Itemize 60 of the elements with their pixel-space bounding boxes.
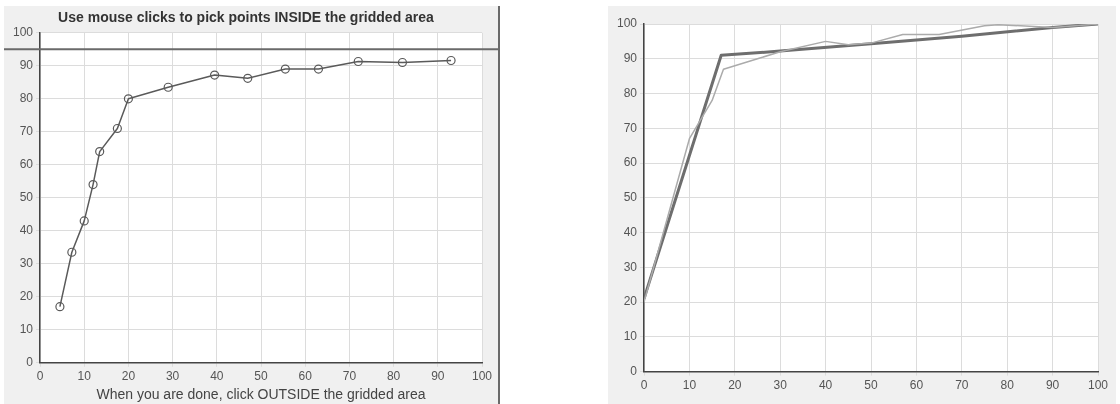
y-tick-label: 100 bbox=[12, 25, 34, 40]
y-tick-label: 50 bbox=[19, 190, 34, 205]
x-tick-label: 10 bbox=[77, 369, 92, 384]
point bbox=[243, 73, 253, 83]
point bbox=[95, 147, 105, 157]
y-tick-label: 100 bbox=[616, 16, 638, 31]
x-axis-title: When you are done, click OUTSIDE the gridded area bbox=[96, 386, 426, 403]
x-tick-label: 70 bbox=[342, 369, 357, 384]
point bbox=[55, 302, 65, 312]
chart-title: Use mouse clicks to pick points INSIDE the gridded area bbox=[58, 9, 435, 26]
point bbox=[397, 57, 408, 68]
x-tick-label: 30 bbox=[773, 378, 788, 393]
y-tick-label: 0 bbox=[26, 355, 34, 370]
y-tick-label: 30 bbox=[623, 259, 638, 274]
x-tick-label: 40 bbox=[210, 369, 224, 384]
y-tick-label: 50 bbox=[623, 190, 638, 205]
point bbox=[123, 94, 134, 104]
x-tick-label: 50 bbox=[254, 369, 268, 384]
point bbox=[280, 64, 290, 74]
x-tick-label: 0 bbox=[640, 378, 648, 393]
point bbox=[163, 82, 173, 92]
y-tick-label: 60 bbox=[623, 155, 638, 170]
y-tick-label: 60 bbox=[19, 157, 34, 172]
point bbox=[88, 180, 98, 190]
y-tick-label: 70 bbox=[19, 124, 34, 139]
y-tick-label: 20 bbox=[19, 289, 34, 304]
point bbox=[313, 64, 324, 74]
x-tick-label: 90 bbox=[1045, 378, 1060, 393]
y-tick-label: 90 bbox=[623, 51, 638, 66]
x-tick-label: 100 bbox=[471, 369, 493, 384]
x-tick-label: 60 bbox=[298, 369, 313, 384]
point bbox=[79, 216, 89, 226]
y-tick-label: 20 bbox=[623, 294, 638, 309]
y-tick-label: 40 bbox=[19, 223, 34, 238]
y-tick-label: 40 bbox=[623, 224, 638, 239]
x-tick-label: 50 bbox=[864, 378, 878, 393]
y-tick-label: 80 bbox=[623, 85, 638, 100]
x-tick-label: 80 bbox=[386, 369, 401, 384]
x-tick-label: 0 bbox=[36, 369, 44, 384]
x-tick-label: 10 bbox=[682, 378, 697, 393]
point bbox=[67, 247, 77, 257]
x-tick-label: 90 bbox=[431, 369, 445, 384]
y-tick-label: 10 bbox=[19, 322, 34, 337]
x-tick-label: 60 bbox=[909, 378, 924, 393]
y-tick-label: 80 bbox=[19, 91, 34, 106]
y-tick-label: 30 bbox=[19, 256, 34, 271]
point bbox=[210, 70, 220, 80]
x-tick-label: 80 bbox=[1000, 378, 1015, 393]
x-tick-label: 20 bbox=[728, 378, 742, 393]
point bbox=[112, 123, 122, 134]
point bbox=[353, 56, 363, 67]
y-tick-label: 10 bbox=[623, 329, 638, 344]
y-tick-label: 90 bbox=[19, 58, 34, 73]
x-tick-label: 30 bbox=[165, 369, 180, 384]
point bbox=[446, 55, 456, 66]
y-tick-label: 70 bbox=[623, 120, 638, 135]
x-tick-label: 40 bbox=[818, 378, 833, 393]
x-tick-label: 70 bbox=[955, 378, 969, 393]
x-tick-label: 20 bbox=[121, 369, 136, 384]
x-tick-label: 100 bbox=[1087, 378, 1109, 393]
